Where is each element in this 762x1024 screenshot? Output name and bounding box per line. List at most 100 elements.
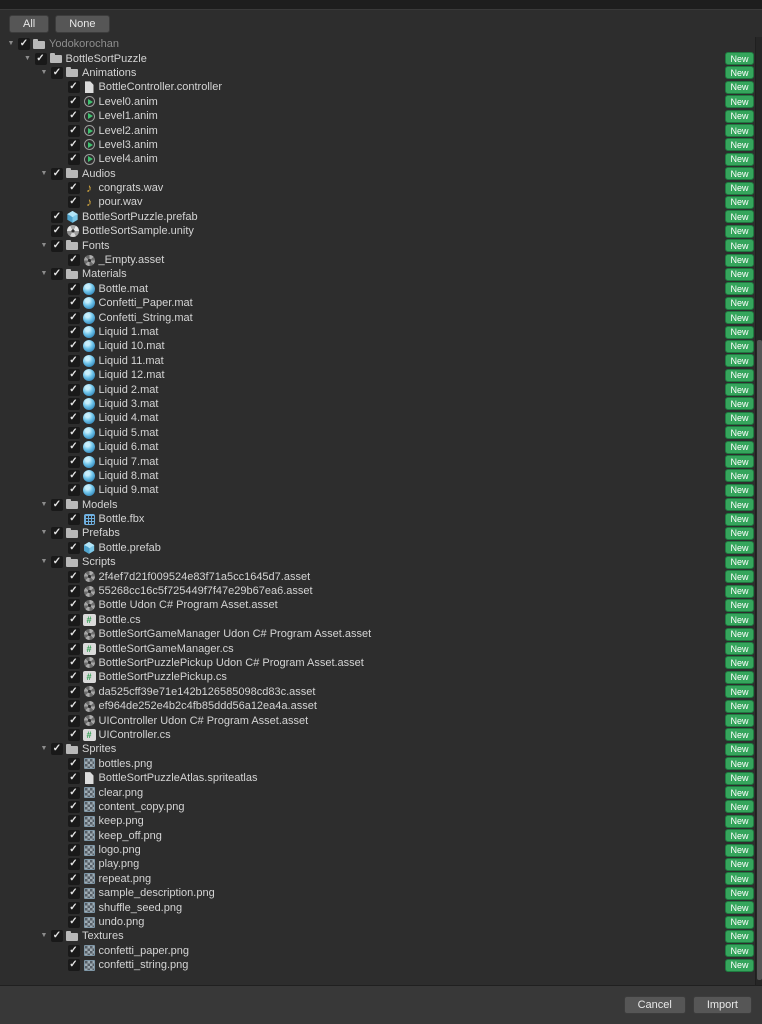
checkbox[interactable]: ✓ [67,959,80,972]
tree-row[interactable]: ▼ ✓ Bottle.mat New [0,282,762,296]
tree-row[interactable]: ▼ ✓ Bottle Udon C# Program Asset.asset N… [0,598,762,612]
checkbox[interactable]: ✓ [67,671,80,684]
tree-row[interactable]: ▼ ✓ 2f4ef7d21f009524e83f71a5cc1645d7.ass… [0,569,762,584]
tree-row[interactable]: ▼ ✓ undo.png New [0,915,762,929]
tree-row[interactable]: ▼ ✓ Bottle.fbx New [0,512,762,526]
checkbox[interactable]: ✓ [67,829,80,842]
checkbox[interactable]: ✓ [67,944,80,957]
checkbox[interactable]: ✓ [67,383,80,396]
foldout-arrow[interactable]: ▼ [40,68,48,76]
checkbox[interactable]: ✓ [51,556,63,569]
checkbox[interactable]: ✓ [67,282,80,295]
checkbox[interactable]: ✓ [51,167,63,180]
checkbox[interactable]: ✓ [51,930,63,943]
tree-row[interactable]: ▼ ✓ # UIController.cs New [0,728,762,742]
checkbox[interactable]: ✓ [67,800,80,813]
checkbox[interactable]: ✓ [51,498,63,511]
tree-row[interactable]: ▼ ✓ Fonts New [0,238,762,253]
tree-row[interactable]: ▼ ✓ ♪ congrats.wav New [0,181,762,195]
checkbox[interactable]: ✓ [67,484,80,497]
checkbox[interactable]: ✓ [67,613,80,626]
scrollbar[interactable] [755,37,762,985]
checkbox[interactable]: ✓ [67,887,80,900]
tree-row[interactable]: ▼ ✓ ♪ pour.wav New [0,195,762,209]
foldout-arrow[interactable]: ▼ [40,932,48,940]
checkbox[interactable]: ✓ [67,815,80,828]
checkbox[interactable]: ✓ [67,728,80,741]
tree-row[interactable]: ▼ ✓ # Bottle.cs New [0,613,762,627]
tree-row[interactable]: ▼ ✓ Level0.anim New [0,95,762,109]
checkbox[interactable]: ✓ [67,326,80,338]
checkbox[interactable]: ✓ [67,254,80,267]
checkbox[interactable]: ✓ [67,110,80,123]
foldout-arrow[interactable]: ▼ [7,40,15,48]
import-button[interactable]: Import [692,996,752,1014]
checkbox[interactable]: ✓ [67,81,80,94]
tree-row[interactable]: ▼ ✓ confetti_paper.png New [0,944,762,958]
checkbox[interactable]: ✓ [67,656,80,669]
checkbox[interactable]: ✓ [51,527,63,540]
checkbox[interactable]: ✓ [67,369,80,382]
tree-row[interactable]: ▼ ✓ Liquid 7.mat New [0,454,762,469]
checkbox[interactable]: ✓ [67,469,80,482]
tree-row[interactable]: ▼ ✓ repeat.png New [0,872,762,886]
tree-row[interactable]: ▼ ✓ Audios New [0,167,762,181]
select-all-button[interactable]: All [9,14,50,33]
tree-row[interactable]: ▼ ✓ Liquid 6.mat New [0,440,762,454]
foldout-arrow[interactable]: ▼ [40,529,48,537]
tree-row[interactable]: ▼ ✓ logo.png New [0,843,762,857]
tree-row[interactable]: ▼ ✓ Models New [0,498,762,512]
checkbox[interactable]: ✓ [67,916,80,929]
checkbox[interactable]: ✓ [51,225,63,238]
tree-row[interactable]: ▼ ✓ shuffle_seed.png New [0,900,762,915]
checkbox[interactable]: ✓ [67,426,80,439]
tree-row[interactable]: ▼ ✓ Prefabs New [0,526,762,540]
checkbox[interactable]: ✓ [18,38,30,51]
checkbox[interactable]: ✓ [51,743,63,756]
tree-row[interactable]: ▼ ✓ BottleController.controller New [0,80,762,94]
checkbox[interactable]: ✓ [67,513,80,526]
tree-row[interactable]: ▼ ✓ BottleSortSample.unity New [0,224,762,238]
checkbox[interactable]: ✓ [67,455,80,468]
tree-row[interactable]: ▼ ✓ bottles.png New [0,757,762,771]
checkbox[interactable]: ✓ [67,872,80,885]
checkbox[interactable]: ✓ [67,570,80,583]
tree-row[interactable]: ▼ ✓ Liquid 8.mat New [0,469,762,483]
checkbox[interactable]: ✓ [67,311,80,324]
tree-row[interactable]: ▼ ✓ Textures New [0,929,762,943]
foldout-arrow[interactable]: ▼ [40,169,48,177]
tree-row[interactable]: ▼ ✓ # BottleSortPuzzlePickup.cs New [0,670,762,684]
tree-row[interactable]: ▼ ✓ Yodokorochan [0,37,762,51]
checkbox[interactable]: ✓ [67,441,80,454]
checkbox[interactable]: ✓ [67,901,80,914]
tree-row[interactable]: ▼ ✓ UIController Udon C# Program Asset.a… [0,713,762,728]
checkbox[interactable]: ✓ [67,844,80,857]
foldout-arrow[interactable]: ▼ [40,500,48,508]
tree-row[interactable]: ▼ ✓ Liquid 4.mat New [0,411,762,425]
checkbox[interactable]: ✓ [51,268,63,281]
checkbox[interactable]: ✓ [51,66,63,79]
checkbox[interactable]: ✓ [67,153,80,166]
checkbox[interactable]: ✓ [67,138,80,151]
checkbox[interactable]: ✓ [51,210,63,223]
tree-row[interactable]: ▼ ✓ da525cff39e71e142b126585098cd83c.ass… [0,685,762,699]
tree-row[interactable]: ▼ ✓ Materials New [0,267,762,281]
checkbox[interactable]: ✓ [67,124,80,137]
foldout-arrow[interactable]: ▼ [40,745,48,753]
tree-row[interactable]: ▼ ✓ content_copy.png New [0,800,762,814]
tree-row[interactable]: ▼ ✓ Level1.anim New [0,109,762,123]
checkbox[interactable]: ✓ [67,585,80,598]
tree-row[interactable]: ▼ ✓ Liquid 12.mat New [0,368,762,382]
tree-row[interactable]: ▼ ✓ ef964de252e4b2c4fb85ddd56a12ea4a.ass… [0,699,762,713]
tree-row[interactable]: ▼ ✓ # BottleSortGameManager.cs New [0,641,762,656]
tree-row[interactable]: ▼ ✓ Liquid 1.mat New [0,325,762,339]
tree-row[interactable]: ▼ ✓ Animations New [0,66,762,80]
checkbox[interactable]: ✓ [67,397,80,410]
tree-row[interactable]: ▼ ✓ _Empty.asset New [0,253,762,267]
checkbox[interactable]: ✓ [67,628,80,641]
checkbox[interactable]: ✓ [67,340,80,353]
checkbox[interactable]: ✓ [67,858,80,871]
checkbox[interactable]: ✓ [67,196,80,209]
checkbox[interactable]: ✓ [67,786,80,799]
tree-row[interactable]: ▼ ✓ Scripts New [0,555,762,569]
